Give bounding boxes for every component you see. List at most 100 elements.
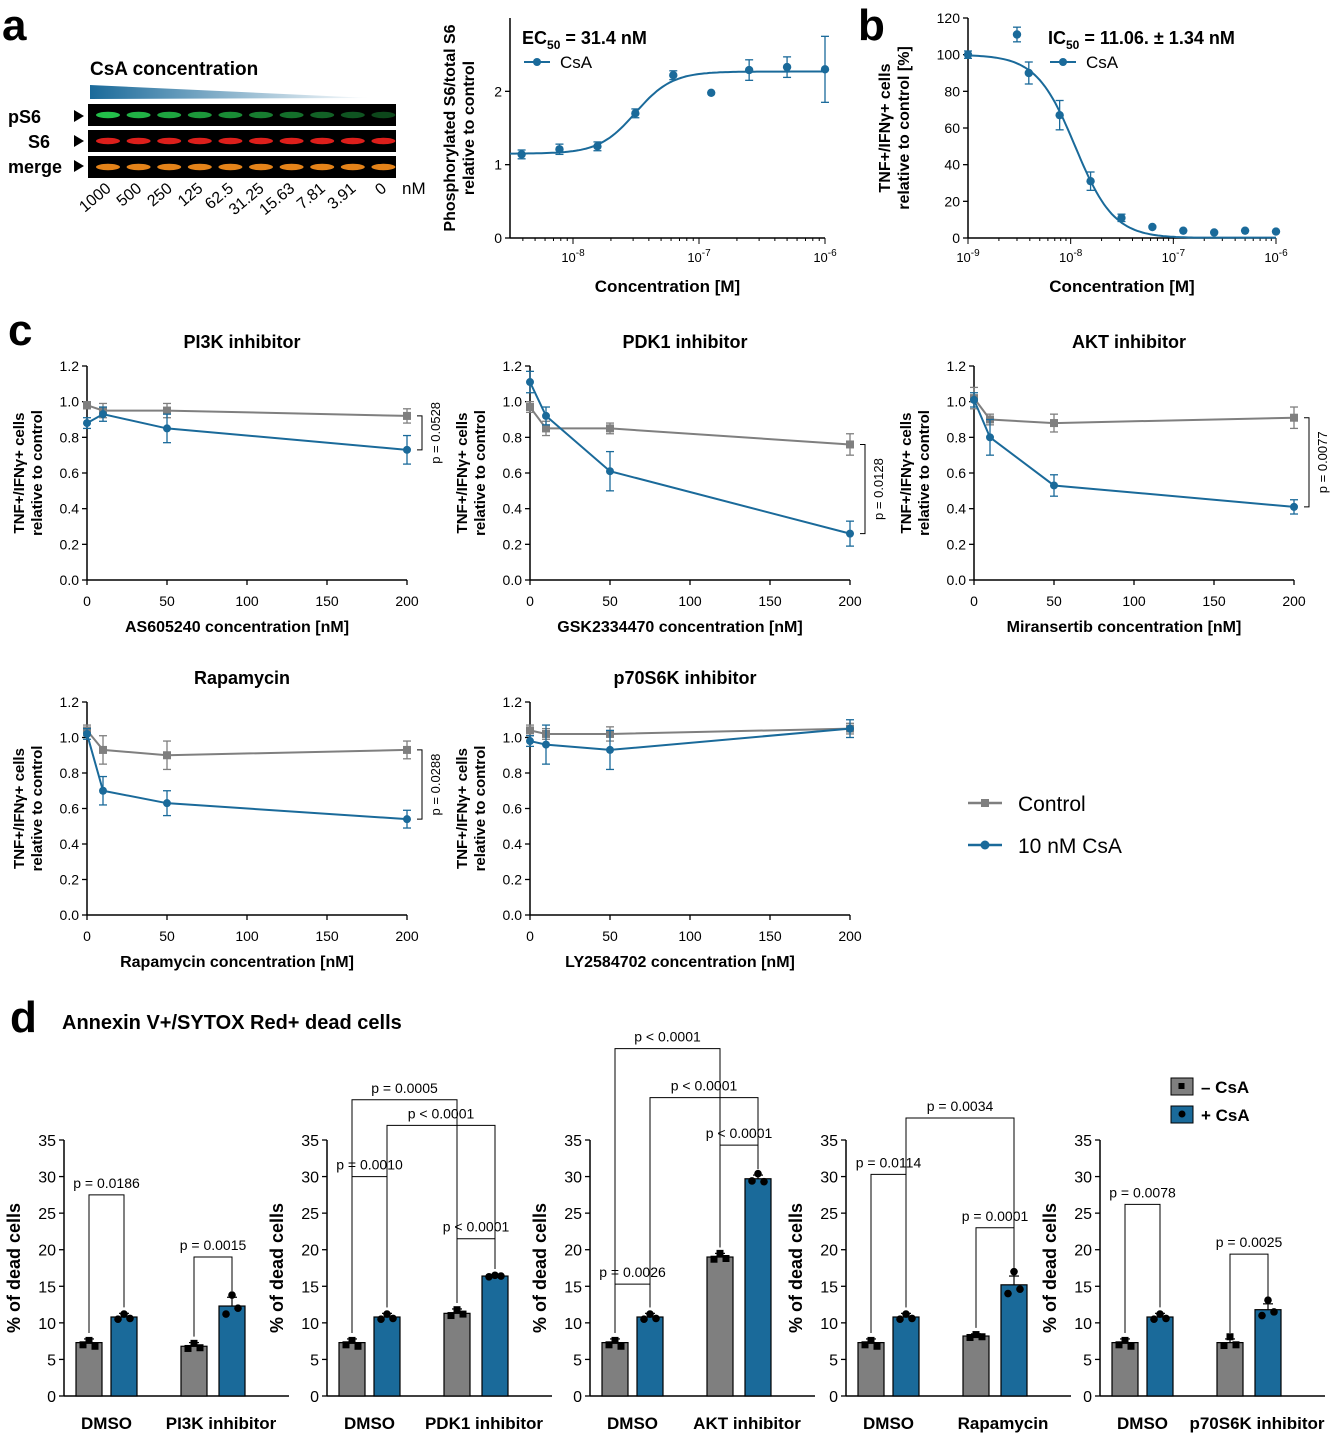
- legend-marker: [1178, 1083, 1185, 1089]
- y-tick-label: 35: [1074, 1133, 1092, 1150]
- data-point: [1150, 1315, 1158, 1323]
- category-label: DMSO: [344, 1414, 395, 1433]
- significance-bracket: [351, 1099, 458, 1333]
- blot-band: [279, 111, 304, 119]
- p-value: p = 0.0528: [428, 402, 443, 464]
- blot-band: [157, 163, 182, 171]
- data-point: [526, 737, 534, 746]
- y-axis-label: % of dead cells: [4, 1203, 24, 1333]
- data-point: [1270, 1308, 1278, 1316]
- bar: [857, 1342, 885, 1397]
- y-tick-label: 0.6: [503, 465, 523, 481]
- significance-bracket: [1304, 417, 1310, 508]
- x-tick-label: 0: [83, 928, 91, 944]
- category-label: DMSO: [81, 1414, 132, 1433]
- blot-lane-label: 500: [114, 180, 145, 210]
- bar: [443, 1312, 471, 1397]
- blot-band: [371, 163, 396, 171]
- x-tick-label: 200: [1282, 593, 1306, 609]
- data-point: [1055, 110, 1064, 120]
- x-tick-label: 0: [526, 928, 534, 944]
- significance-bracket: [905, 1117, 1015, 1308]
- p-value: p < 0.0001: [443, 1219, 510, 1235]
- y-tick-label: 15: [564, 1279, 582, 1296]
- y-tick-label: 0: [310, 1389, 319, 1406]
- x-tick-label: 0: [83, 593, 91, 609]
- chart-title: p70S6K inhibitor: [613, 668, 756, 688]
- data-point: [85, 1336, 93, 1344]
- x-axis-label: Miransertib concentration [nM]: [1007, 619, 1242, 636]
- data-point: [348, 1336, 356, 1344]
- chart-title: Rapamycin: [194, 668, 290, 688]
- data-point: [1010, 1267, 1018, 1276]
- significance-bracket: [386, 1124, 496, 1308]
- significance-bracket: [649, 1097, 759, 1308]
- p-value: p = 0.0005: [371, 1080, 438, 1096]
- p-value: p < 0.0001: [671, 1078, 738, 1094]
- data-point: [1156, 1310, 1164, 1318]
- significance-bracket: [88, 1194, 125, 1333]
- data-point: [228, 1291, 236, 1299]
- blot-band: [96, 111, 120, 119]
- series-line: [86, 729, 408, 757]
- data-point: [669, 71, 678, 80]
- data-point: [1264, 1296, 1272, 1304]
- y-tick-label: 0: [952, 230, 960, 246]
- series-line: [529, 727, 851, 751]
- blot-band: [340, 137, 365, 145]
- blot-lane-label: 125: [175, 180, 206, 210]
- y-tick-label: 15: [820, 1279, 838, 1296]
- data-point: [1209, 228, 1219, 237]
- data-point: [517, 150, 526, 159]
- blot-band: [157, 111, 182, 119]
- bar-chart-1: 0 5 10 15 20 25 30 35 % of dead cells DMSO PI3K in…: [4, 1133, 289, 1433]
- chart-title: Annexin V+/SYTOX Red+ dead cells: [62, 1012, 402, 1034]
- data-point: [403, 815, 411, 824]
- data-point: [485, 1272, 493, 1281]
- x-axis-label: LY2584702 concentration [nM]: [565, 954, 795, 971]
- y-tick-label: 15: [301, 1279, 319, 1296]
- data-point: [1148, 222, 1157, 232]
- y-tick-label: 1.0: [503, 730, 523, 746]
- bar: [481, 1275, 509, 1397]
- p-value: p = 0.0186: [73, 1175, 140, 1191]
- x-tick-label: 10-7: [1162, 248, 1186, 265]
- y-tick-label: 30: [38, 1170, 56, 1187]
- p-value: p = 0.0077: [1315, 431, 1330, 493]
- data-point: [1115, 1341, 1123, 1349]
- data-point: [846, 529, 854, 538]
- y-tick-label: 20: [38, 1243, 56, 1260]
- fit-curve: [510, 70, 825, 155]
- significance-bracket: [417, 749, 423, 820]
- data-point: [972, 1331, 980, 1339]
- legend-marker: [1178, 1110, 1186, 1118]
- x-tick-label: 150: [758, 593, 782, 609]
- category-label: AKT inhibitor: [693, 1414, 801, 1433]
- y-tick-label: 120: [937, 10, 961, 26]
- y-tick-label: 10: [1074, 1316, 1092, 1333]
- blot-band: [218, 137, 243, 145]
- p-value: p = 0.0288: [428, 754, 443, 816]
- data-point: [617, 1342, 625, 1350]
- data-point: [459, 1310, 467, 1318]
- data-point: [453, 1306, 461, 1314]
- category-label: PDK1 inhibitor: [425, 1414, 543, 1433]
- data-point: [383, 1310, 391, 1318]
- x-axis-label: Rapamycin concentration [nM]: [120, 954, 354, 971]
- x-tick-label: 100: [235, 593, 259, 609]
- chart-title: PDK1 inhibitor: [623, 332, 748, 352]
- y-tick-label: 20: [301, 1243, 319, 1260]
- series-line: [529, 727, 851, 735]
- data-point: [896, 1315, 904, 1323]
- blot-band: [96, 163, 120, 171]
- series-line: [529, 406, 851, 446]
- y-tick-label: 0.8: [60, 429, 80, 445]
- data-point: [91, 1342, 99, 1350]
- data-point: [222, 1310, 230, 1318]
- data-point: [1127, 1342, 1135, 1350]
- y-tick-label: 0.2: [503, 872, 523, 888]
- data-point: [555, 145, 564, 154]
- x-tick-label: 200: [838, 928, 862, 944]
- data-point: [902, 1310, 910, 1318]
